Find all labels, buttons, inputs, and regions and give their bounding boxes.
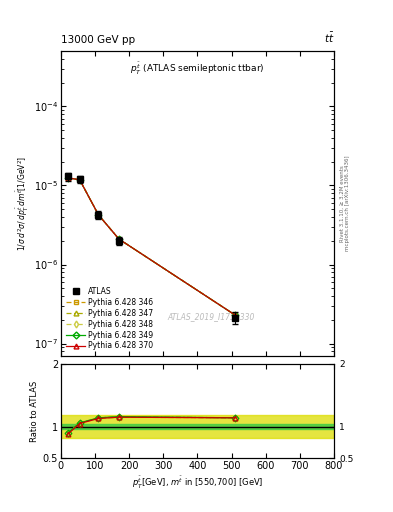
Pythia 6.428 348 xyxy=(117,236,121,242)
Line: Pythia 6.428 348: Pythia 6.428 348 xyxy=(65,176,237,317)
Pythia 6.428 347 xyxy=(117,236,121,242)
Pythia 6.428 349 xyxy=(233,312,237,318)
Pythia 6.428 349 xyxy=(77,177,82,183)
Line: Pythia 6.428 370: Pythia 6.428 370 xyxy=(65,176,237,317)
Pythia 6.428 349 xyxy=(117,236,121,242)
Y-axis label: $1/\sigma\,d^2\sigma/\,dp_T^{\bar{t}}\,dm^{\bar{t}}$[1/GeV$^2$]: $1/\sigma\,d^2\sigma/\,dp_T^{\bar{t}}\,d… xyxy=(15,156,31,251)
Pythia 6.428 370 xyxy=(117,236,121,242)
Pythia 6.428 370 xyxy=(77,177,82,183)
Bar xyxy=(61,424,334,429)
Line: Pythia 6.428 347: Pythia 6.428 347 xyxy=(65,176,237,317)
Pythia 6.428 346 xyxy=(77,177,82,183)
Y-axis label: Rivet 3.1.10, ≥ 3.2M events
mcplots.cern.ch [arXiv:1306.3436]: Rivet 3.1.10, ≥ 3.2M events mcplots.cern… xyxy=(340,156,351,251)
Text: $p_T^{\bar{t}}$ (ATLAS semileptonic ttbar): $p_T^{\bar{t}}$ (ATLAS semileptonic ttba… xyxy=(130,60,265,77)
X-axis label: $p_T^{\bar{t}}$[GeV], $m^{\bar{t}}$ in [550,700] [GeV]: $p_T^{\bar{t}}$[GeV], $m^{\bar{t}}$ in [… xyxy=(132,475,263,492)
Pythia 6.428 348 xyxy=(65,175,70,181)
Pythia 6.428 349 xyxy=(96,212,101,218)
Pythia 6.428 347 xyxy=(96,212,101,218)
Pythia 6.428 347 xyxy=(77,177,82,183)
Text: 13000 GeV pp: 13000 GeV pp xyxy=(61,35,135,45)
Pythia 6.428 348 xyxy=(96,212,101,218)
Pythia 6.428 370 xyxy=(96,212,101,218)
Pythia 6.428 349 xyxy=(65,175,70,181)
Y-axis label: Ratio to ATLAS: Ratio to ATLAS xyxy=(29,380,39,441)
Pythia 6.428 370 xyxy=(233,312,237,318)
Legend: ATLAS, Pythia 6.428 346, Pythia 6.428 347, Pythia 6.428 348, Pythia 6.428 349, P: ATLAS, Pythia 6.428 346, Pythia 6.428 34… xyxy=(65,285,155,352)
Pythia 6.428 346 xyxy=(233,312,237,318)
Text: $t\bar{t}$: $t\bar{t}$ xyxy=(323,31,334,45)
Pythia 6.428 370 xyxy=(65,175,70,181)
Pythia 6.428 348 xyxy=(77,177,82,183)
Pythia 6.428 347 xyxy=(233,312,237,318)
Pythia 6.428 346 xyxy=(96,212,101,218)
Pythia 6.428 347 xyxy=(65,175,70,181)
Pythia 6.428 346 xyxy=(65,175,70,181)
Line: Pythia 6.428 346: Pythia 6.428 346 xyxy=(65,176,237,317)
Text: ATLAS_2019_I1750330: ATLAS_2019_I1750330 xyxy=(167,312,255,321)
Line: Pythia 6.428 349: Pythia 6.428 349 xyxy=(65,176,237,317)
Pythia 6.428 348 xyxy=(233,312,237,318)
Pythia 6.428 346 xyxy=(117,236,121,242)
Bar xyxy=(61,415,334,438)
